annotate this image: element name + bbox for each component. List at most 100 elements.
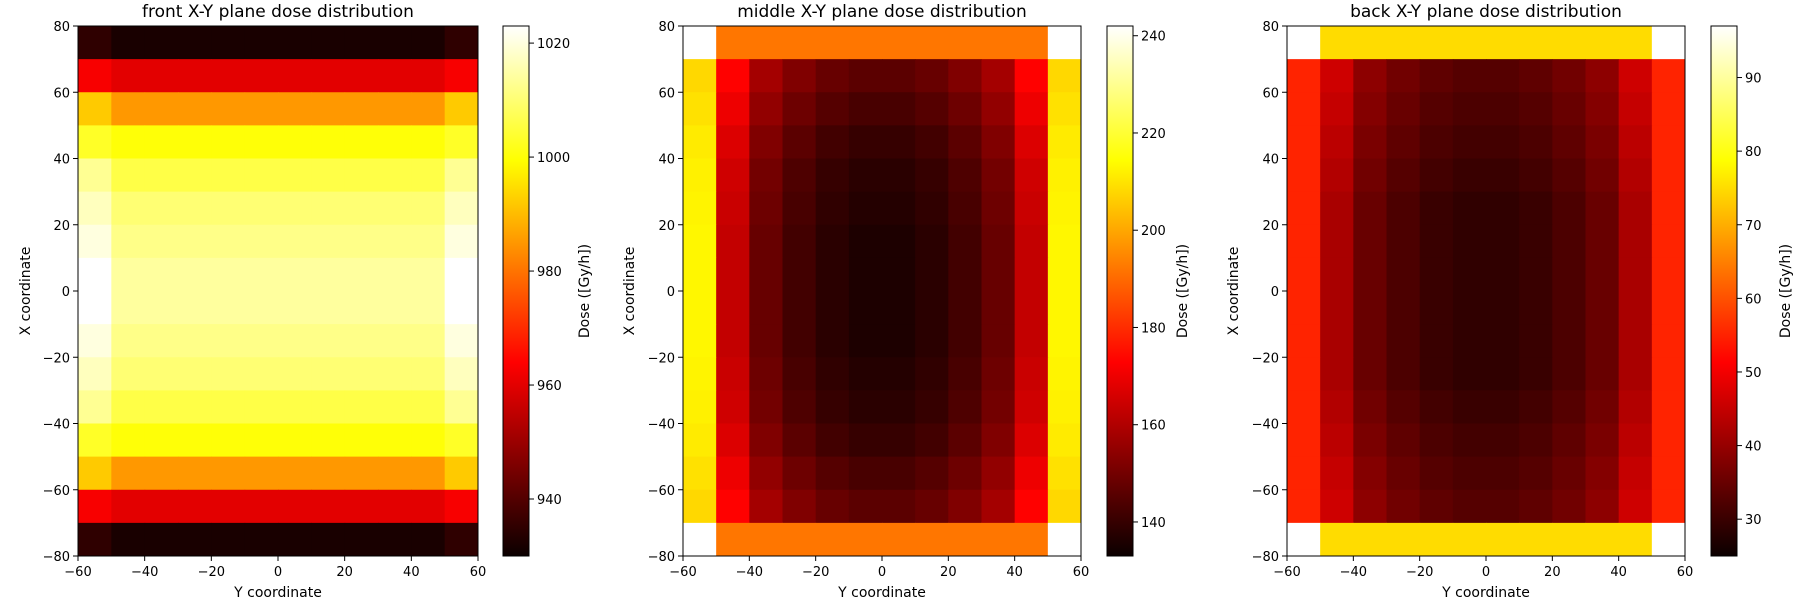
heatmap-cell [1651, 423, 1686, 458]
heatmap-cell [1353, 357, 1387, 391]
heatmap-cell [1047, 390, 1082, 424]
heatmap-cell [1585, 92, 1620, 126]
x-tick-label: 0 [274, 565, 282, 580]
y-axis-label: X coordinate [622, 247, 638, 336]
colorbar-tick-label: 160 [1141, 419, 1166, 434]
heatmap-cell [815, 291, 850, 325]
heatmap-cell [1320, 489, 1354, 524]
heatmap-cell [1618, 390, 1653, 424]
heatmap-cell [1047, 324, 1082, 358]
heatmap-cell [444, 489, 479, 524]
heatmap-cell [344, 291, 379, 325]
heatmap-cell [1353, 92, 1387, 126]
heatmap-cell [278, 125, 312, 159]
heatmap-cell [1320, 26, 1354, 60]
heatmap-cell [1486, 423, 1520, 458]
heatmap-cell [444, 522, 479, 557]
heatmap-cell [1047, 291, 1082, 325]
y-tick-label: −20 [1252, 351, 1279, 366]
heatmap-cell [244, 224, 279, 259]
heatmap-cell [178, 59, 212, 93]
colorbar-tick-label: 960 [537, 379, 562, 394]
heatmap-cell [444, 390, 479, 424]
heatmap-cell [1552, 59, 1586, 93]
heatmap-cell [444, 59, 479, 93]
heatmap-cell [1651, 489, 1686, 524]
heatmap-cell [1386, 456, 1421, 491]
heatmap-cell [1585, 59, 1620, 93]
heatmap-cell [178, 456, 212, 491]
heatmap-cell [78, 125, 112, 159]
heatmap-cell [1353, 158, 1387, 193]
heatmap-cell [1651, 390, 1686, 424]
heatmap-cell [716, 125, 750, 159]
heatmap-cell [211, 92, 246, 126]
heatmap-cell [1047, 357, 1082, 391]
x-tick-label: 60 [470, 565, 487, 580]
colorbar-ticks: 940 960 980 1000 1020 [529, 37, 570, 508]
heatmap-cell [144, 423, 179, 458]
heatmap-cell [344, 26, 379, 60]
heatmap-cell [344, 59, 379, 93]
heatmap-cell [111, 191, 146, 226]
heatmap-cell [683, 291, 717, 325]
heatmap-cell [882, 324, 916, 358]
heatmap-cell [378, 489, 412, 524]
heatmap-cell [981, 390, 1016, 424]
heatmap-cell [1618, 522, 1653, 557]
heatmap-cell [981, 489, 1016, 524]
heatmap-cell [1651, 26, 1686, 60]
heatmap-cell [1519, 423, 1553, 458]
y-tick-label: −40 [648, 418, 675, 433]
heatmap-cell [344, 224, 379, 259]
heatmap-cell [244, 522, 279, 557]
heatmap-cell [1386, 357, 1421, 391]
heatmap-cell [211, 390, 246, 424]
y-tick-label: −60 [43, 484, 70, 499]
heatmap-cell [848, 423, 883, 458]
heatmap-cell [1452, 125, 1487, 159]
heatmap-cell [78, 423, 112, 458]
heatmap-cell [411, 224, 446, 259]
heatmap-cell [178, 191, 212, 226]
heatmap-cell [411, 456, 446, 491]
heatmap-cell [144, 59, 179, 93]
heatmap-cell [311, 26, 346, 60]
heatmap-cell [749, 489, 783, 524]
heatmap-cell [749, 390, 783, 424]
heatmap-cell [1486, 26, 1520, 60]
heatmap-cell [981, 324, 1016, 358]
heatmap-cell [1047, 191, 1082, 226]
heatmap-cell [1386, 324, 1421, 358]
y-tick-label: 0 [62, 285, 70, 300]
heatmap-cell [144, 191, 179, 226]
heatmap-cell [716, 158, 750, 193]
heatmap-cell [1618, 92, 1653, 126]
heatmap-cell [981, 125, 1016, 159]
heatmap-cell [444, 125, 479, 159]
heatmap-cell [848, 257, 883, 292]
heatmap-cell [311, 257, 346, 292]
heatmap-cell [948, 456, 982, 491]
heatmap-cell [111, 224, 146, 259]
heatmap-cell [782, 324, 817, 358]
heatmap-cell [411, 158, 446, 193]
heatmap-cell [981, 423, 1016, 458]
heatmap-cell [1419, 291, 1454, 325]
heatmap-cell [1486, 324, 1520, 358]
heatmap-cell [848, 357, 883, 391]
heatmap-cell [1552, 257, 1586, 292]
heatmap-cell [1320, 357, 1354, 391]
heatmap-cell [1651, 125, 1686, 159]
heatmap-cell [1519, 191, 1553, 226]
x-axis: −60 −40 −20 0 20 40 60 [1273, 556, 1693, 580]
heatmap-cell [378, 357, 412, 391]
heatmap-cell [749, 92, 783, 126]
y-axis: −80 −60 −40 −20 0 20 40 60 80 [648, 20, 683, 565]
heatmap-cell [1014, 92, 1049, 126]
heatmap-cell [411, 390, 446, 424]
heatmap-cell [683, 357, 717, 391]
heatmap-cell [1419, 489, 1454, 524]
heatmap-cell [782, 59, 817, 93]
